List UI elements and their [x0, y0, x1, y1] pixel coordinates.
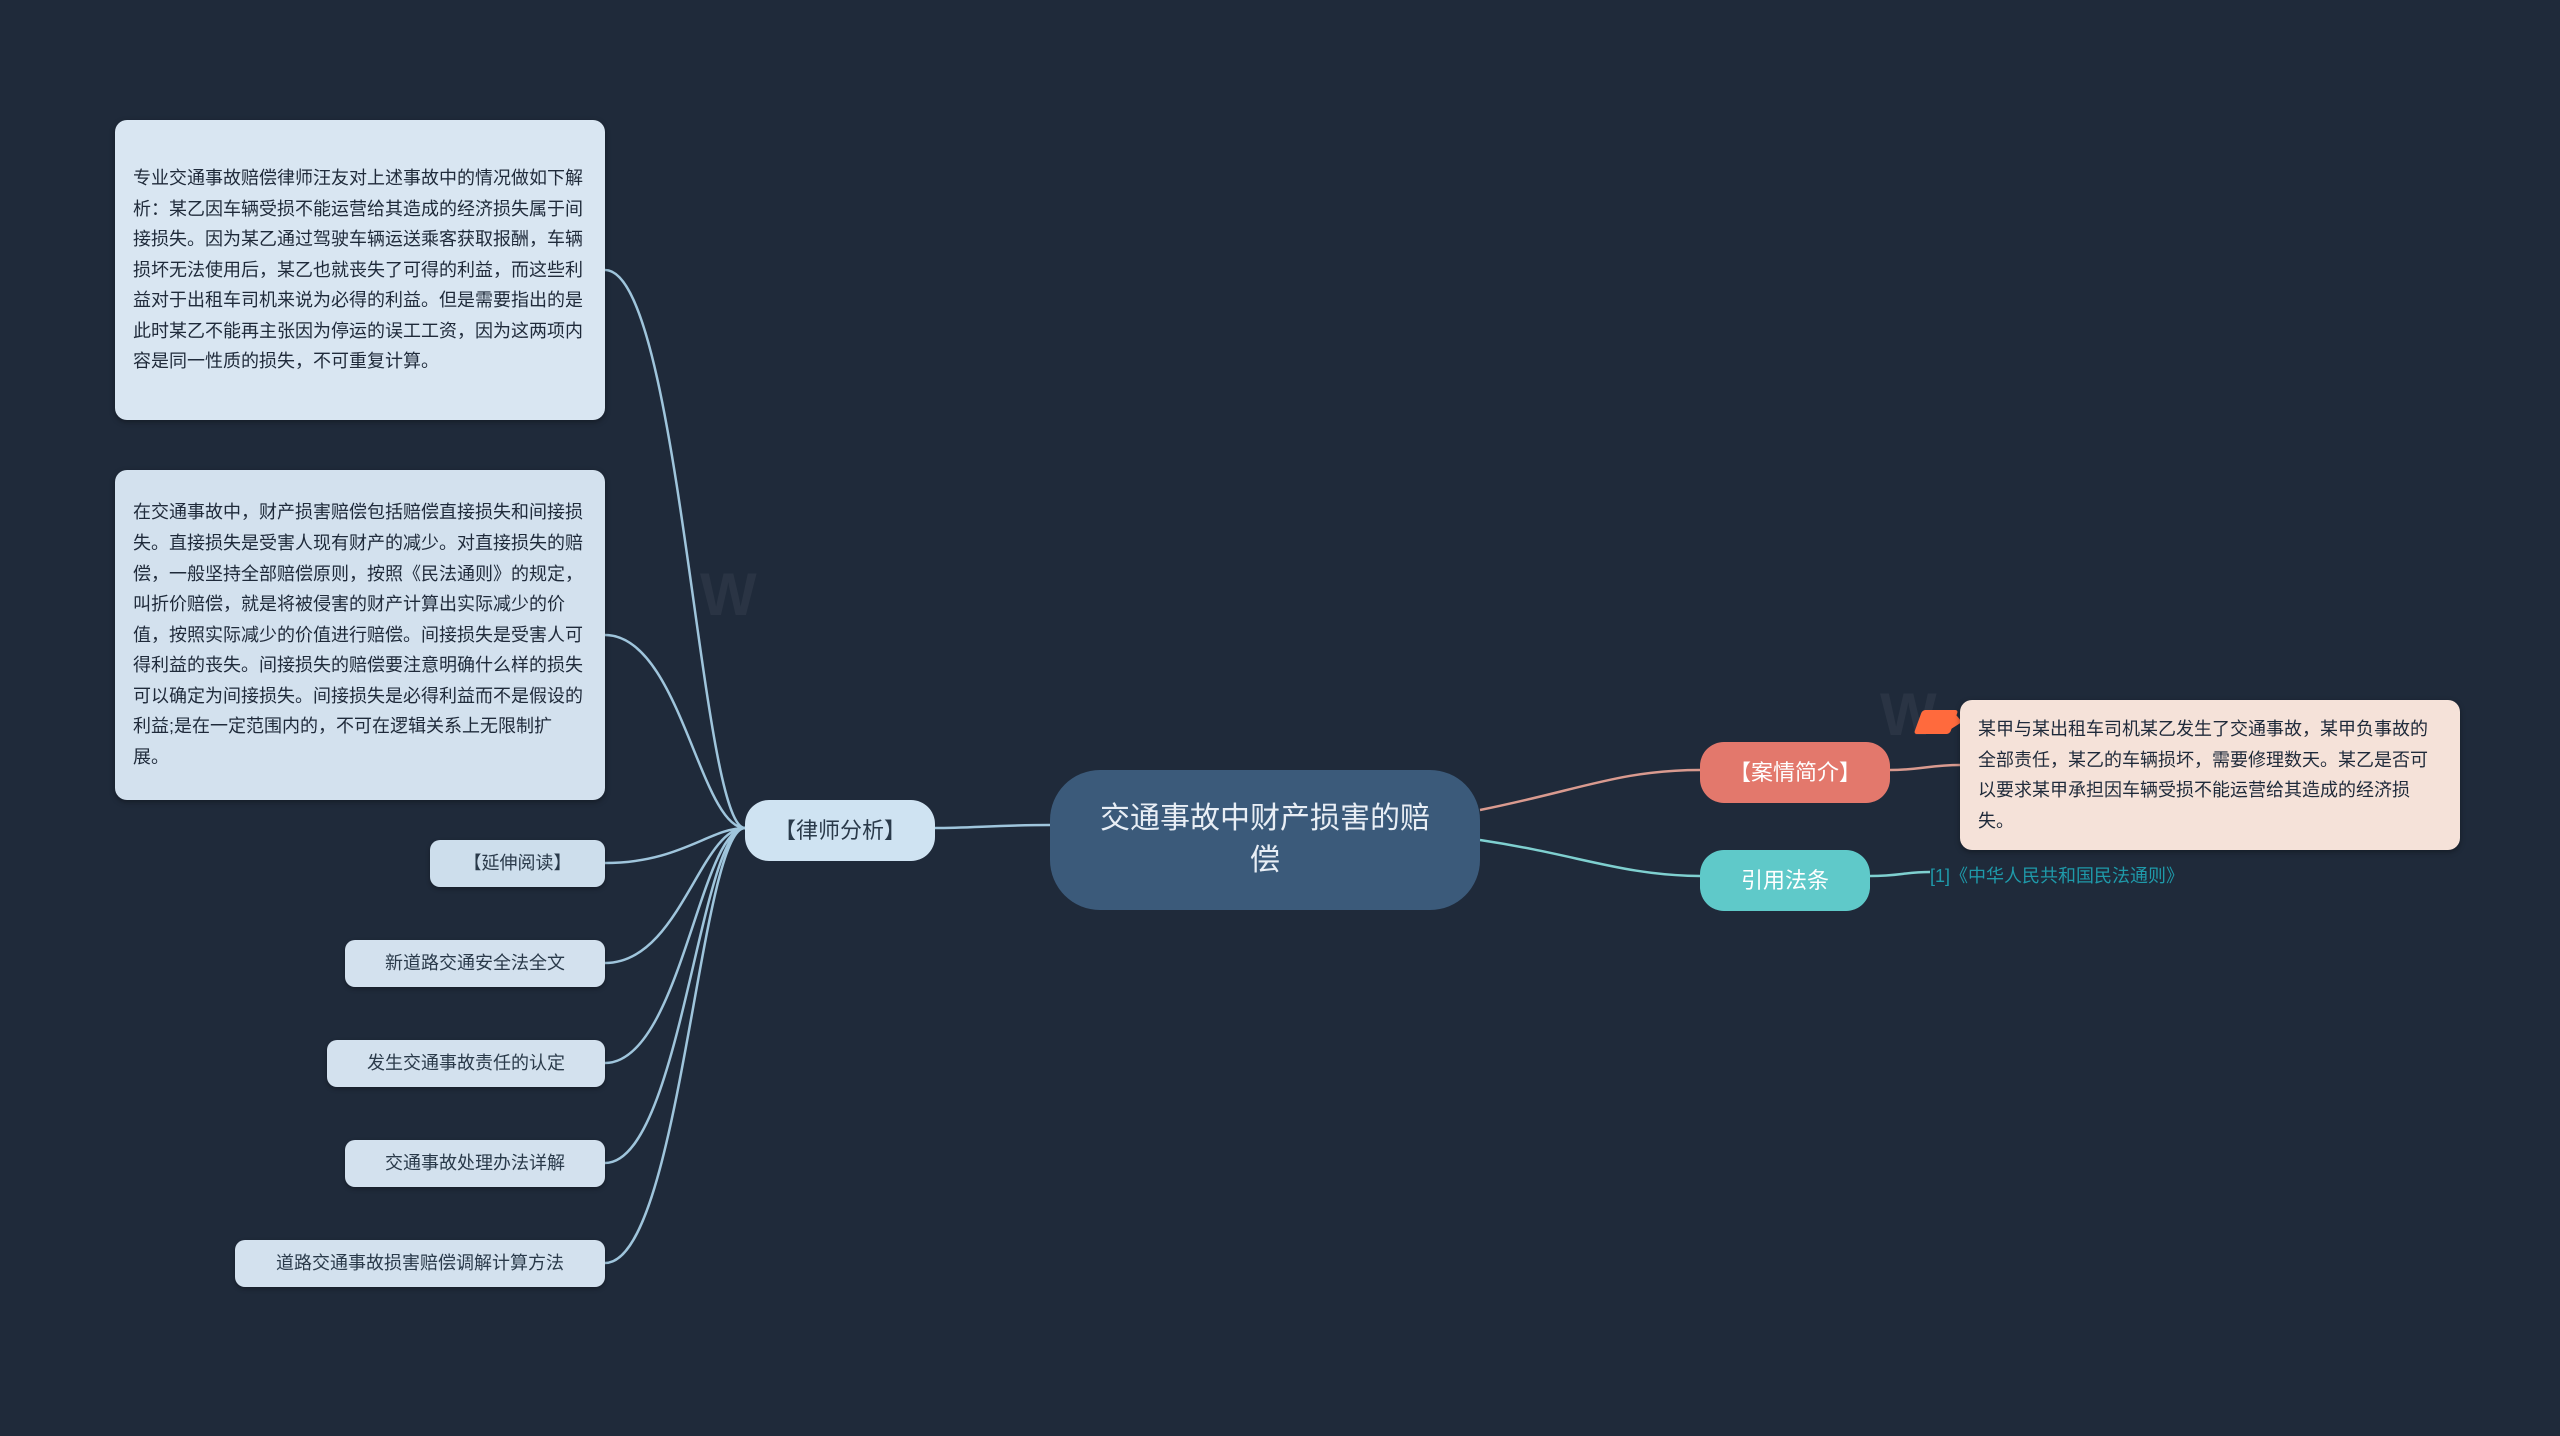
- watermark: W: [700, 560, 757, 629]
- branch-case-intro[interactable]: 【案情简介】: [1700, 742, 1890, 803]
- leaf-lawyer-analysis-2[interactable]: 在交通事故中，财产损害赔偿包括赔偿直接损失和间接损失。直接损失是受害人现有财产的…: [115, 470, 605, 800]
- leaf-lawyer-analysis-1[interactable]: 专业交通事故赔偿律师汪友对上述事故中的情况做如下解析：某乙因车辆受损不能运营给其…: [115, 120, 605, 420]
- leaf-traffic-safety-law[interactable]: 新道路交通安全法全文: [345, 940, 605, 987]
- branch-lawyer-analysis[interactable]: 【律师分析】: [745, 800, 935, 861]
- leaf-accident-handling[interactable]: 交通事故处理办法详解: [345, 1140, 605, 1187]
- watermark-flag: [1914, 710, 1959, 734]
- leaf-case-detail[interactable]: 某甲与某出租车司机某乙发生了交通事故，某甲负事故的全部责任，某乙的车辆损坏，需要…: [1960, 700, 2460, 850]
- leaf-law-citation[interactable]: [1]《中华人民共和国民法通则》: [1930, 862, 2184, 888]
- leaf-liability-determination[interactable]: 发生交通事故责任的认定: [327, 1040, 605, 1087]
- branch-law-reference[interactable]: 引用法条: [1700, 850, 1870, 911]
- center-topic[interactable]: 交通事故中财产损害的赔偿: [1050, 770, 1480, 910]
- leaf-compensation-calculation[interactable]: 道路交通事故损害赔偿调解计算方法: [235, 1240, 605, 1287]
- leaf-extended-reading[interactable]: 【延伸阅读】: [430, 840, 605, 887]
